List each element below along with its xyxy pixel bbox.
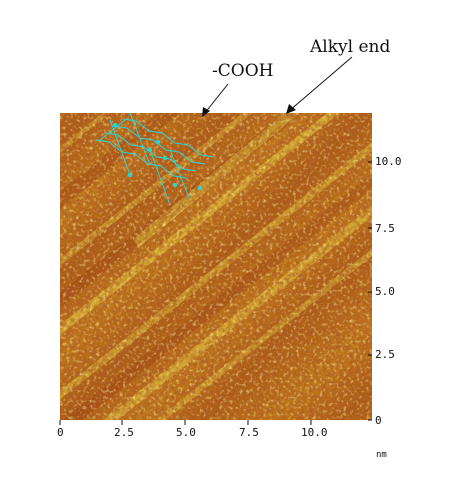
alkyl-end-label: Alkyl end xyxy=(309,37,390,57)
x-tick-2-5: 2.5 xyxy=(114,426,134,439)
molecule-chain xyxy=(122,118,215,158)
molecule-node xyxy=(112,122,118,128)
x-tick-5-0: 5.0 xyxy=(176,426,196,439)
molecule-node xyxy=(127,172,133,178)
molecule-link xyxy=(169,149,191,201)
axis-ticks xyxy=(59,161,372,425)
y-tick-5-0: 5.0 xyxy=(375,285,395,298)
y-tick-2-5: 2.5 xyxy=(375,348,395,361)
cooh-arrowhead xyxy=(202,107,210,117)
molecule-link xyxy=(99,119,126,141)
cooh-arrow xyxy=(203,83,229,115)
molecule-node xyxy=(155,139,161,145)
y-tick-0: 0 xyxy=(375,414,382,427)
alkyl-arrowhead xyxy=(286,104,296,114)
molecule-chain xyxy=(113,125,206,165)
stm-image xyxy=(60,113,372,420)
x-tick-0: 0 xyxy=(57,426,64,439)
molecule-node xyxy=(147,147,153,153)
molecular-model-overlay xyxy=(95,113,215,206)
y-tick-7-5: 7.5 xyxy=(375,222,395,235)
molecule-link xyxy=(149,149,171,206)
molecule-node xyxy=(162,155,168,161)
x-tick-7-5: 7.5 xyxy=(239,426,259,439)
cooh-label: -COOH xyxy=(212,61,273,81)
alkyl-arrow xyxy=(288,56,353,112)
molecule-chain xyxy=(95,139,188,179)
x-unit-label: nm xyxy=(376,450,387,460)
x-tick-10-0: 10.0 xyxy=(301,426,328,439)
molecule-node xyxy=(172,182,178,188)
molecule-node xyxy=(197,185,203,191)
y-tick-10-0: 10.0 xyxy=(375,155,402,168)
molecule-link xyxy=(129,113,151,166)
